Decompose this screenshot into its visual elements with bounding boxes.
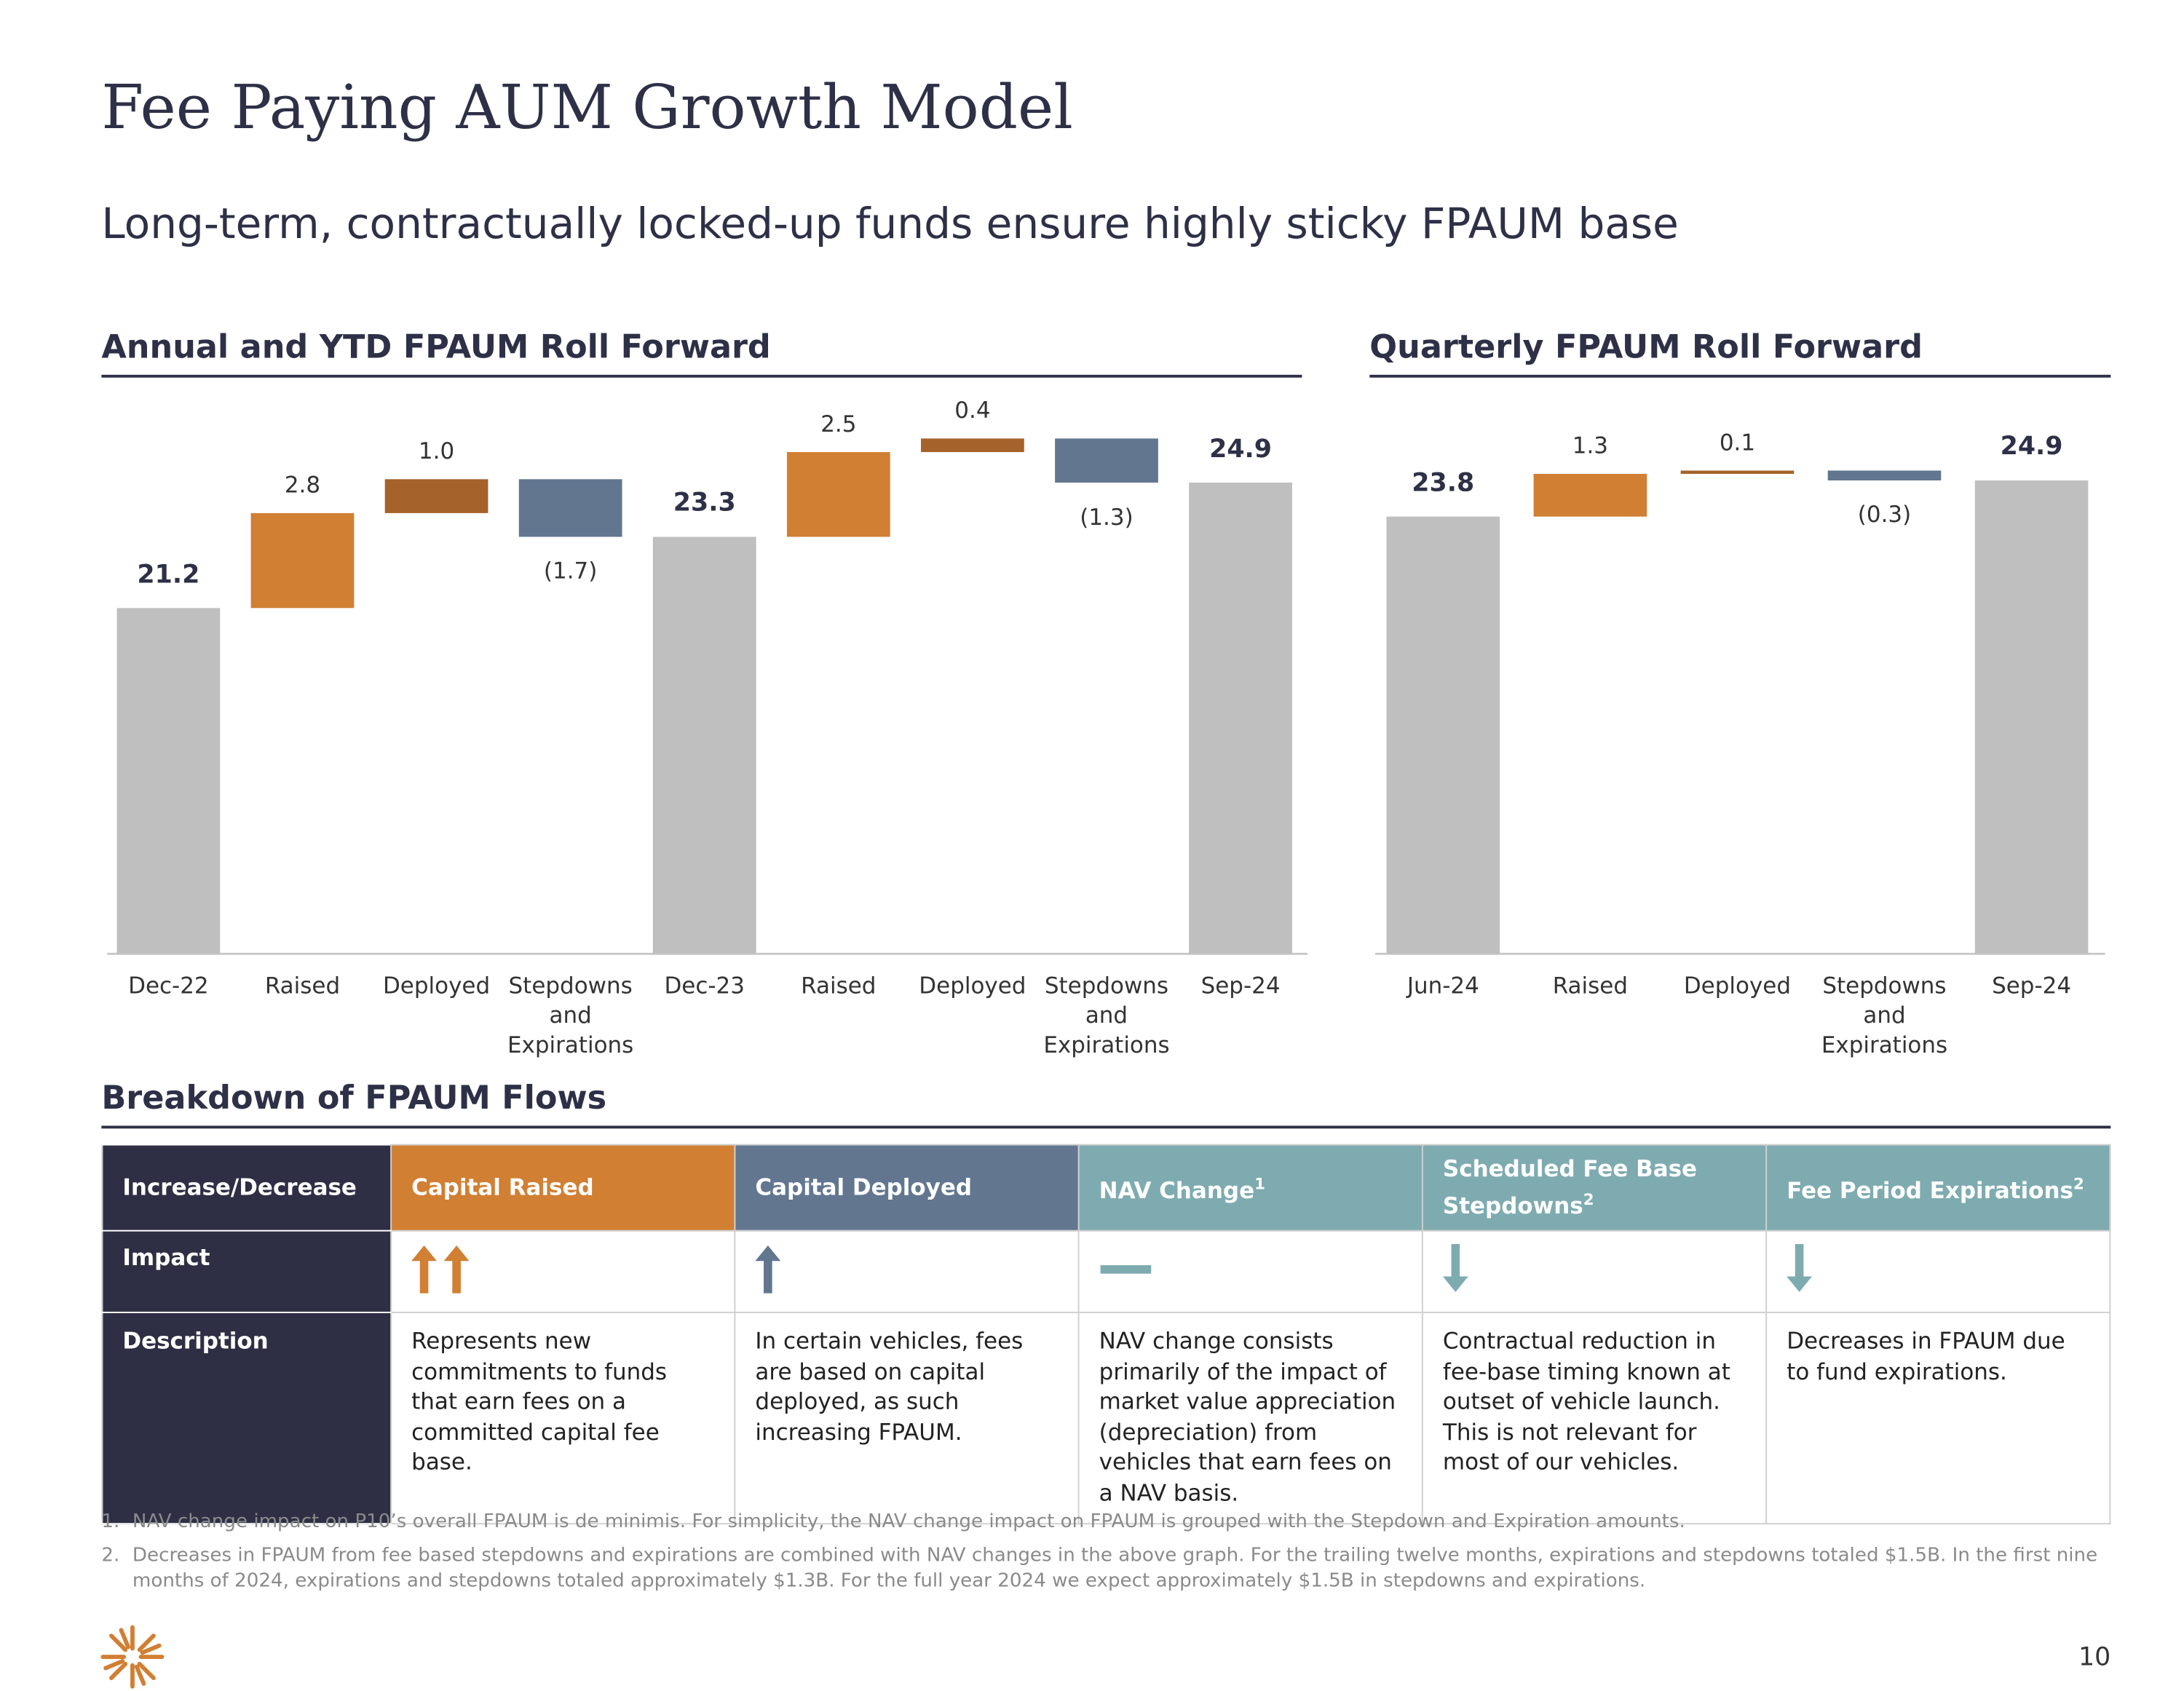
x-tick-label: Raised	[1552, 972, 1628, 999]
slide-subtitle: Long-term, contractually locked-up funds…	[101, 199, 1679, 250]
value-label: 21.2	[137, 559, 200, 590]
impact-icon	[1100, 1264, 1152, 1273]
column-header: Scheduled Fee Base Stepdowns2	[1421, 1144, 1768, 1232]
row-header: Description	[101, 1311, 392, 1525]
impact-cell	[1765, 1229, 2111, 1313]
chart-title: Quarterly FPAUM Roll Forward	[1369, 330, 2111, 378]
x-tick-label: Stepdowns and Expirations	[1043, 972, 1170, 1058]
value-label: 23.3	[673, 488, 736, 518]
bar	[116, 608, 221, 954]
bar	[1386, 516, 1500, 954]
impact-icon	[411, 1244, 470, 1293]
header-text: Fee Period Expirations	[1787, 1176, 2073, 1204]
x-tick-label: Jun-24	[1406, 972, 1479, 999]
impact-icon	[755, 1244, 781, 1293]
header-text: Capital Deployed	[755, 1173, 973, 1201]
footnote-text: Decreases in FPAUM from fee based stepdo…	[132, 1544, 2098, 1593]
footnote: 1. NAV change impact on P10’s overall FPA…	[101, 1509, 2102, 1534]
bar	[1055, 438, 1158, 483]
footnote-mark: 1	[1254, 1174, 1265, 1194]
header-text: Scheduled Fee Base Stepdowns	[1442, 1155, 1698, 1219]
value-label: (1.3)	[1080, 503, 1133, 530]
breakdown-table: Increase/Decrease Capital Raised Capital D…	[101, 1144, 2111, 1525]
column-header: NAV Change1	[1077, 1144, 1423, 1232]
logo	[100, 1625, 165, 1689]
bar	[652, 536, 756, 954]
impact-cell	[390, 1229, 736, 1313]
row-header: Increase/Decrease	[101, 1144, 392, 1232]
bar	[250, 512, 355, 609]
x-tick-label: Dec-22	[128, 972, 209, 999]
description: Represents new commitments to funds that…	[390, 1311, 736, 1525]
bar	[518, 479, 622, 537]
footnote-number: 1.	[101, 1510, 120, 1533]
bar	[384, 479, 488, 513]
footnote-number: 2.	[101, 1544, 120, 1567]
value-label: 2.8	[284, 471, 321, 499]
value-label: (0.3)	[1857, 501, 1912, 528]
column-header: Fee Period Expirations2	[1765, 1144, 2111, 1232]
x-tick-label: Raised	[801, 972, 877, 999]
impact-cell	[1077, 1229, 1423, 1313]
value-label: 24.9	[2000, 432, 2063, 462]
bar	[921, 438, 1024, 453]
x-tick-label: Sep-24	[1992, 972, 2072, 999]
value-label: 23.8	[1412, 467, 1475, 498]
impact-icon	[1787, 1243, 1813, 1291]
header-text: Capital Raised	[411, 1173, 594, 1201]
x-tick-label: Deployed	[1683, 972, 1791, 999]
footnote-mark: 2	[2073, 1174, 2084, 1194]
bar	[1680, 470, 1795, 474]
impact-cell	[734, 1229, 1080, 1313]
header-text: NAV Change	[1099, 1176, 1255, 1204]
bar	[786, 452, 890, 537]
row-header: Impact	[101, 1229, 392, 1313]
value-label: 0.4	[954, 397, 991, 424]
value-label: 24.9	[1209, 434, 1273, 464]
x-tick-label: Deployed	[919, 972, 1026, 999]
footnote: 2. Decreases in FPAUM from fee based step…	[101, 1543, 2102, 1593]
chart-title: Annual and YTD FPAUM Roll Forward	[101, 330, 1302, 378]
impact-cell	[1421, 1229, 1768, 1313]
value-label: 0.1	[1719, 429, 1756, 456]
page-number: 10	[2078, 1642, 2111, 1673]
value-label: 1.3	[1572, 432, 1609, 459]
x-tick-label: Stepdowns and Expirations	[507, 972, 634, 1058]
description: Contractual reduction in fee-base timing…	[1421, 1311, 1768, 1525]
bar	[1827, 470, 1942, 480]
value-label: (1.7)	[543, 557, 598, 585]
column-header: Capital Raised	[390, 1144, 736, 1232]
x-tick-label: Sep-24	[1200, 972, 1281, 999]
bar	[1974, 480, 2089, 954]
impact-icon	[1442, 1243, 1468, 1291]
x-tick-label: Deployed	[382, 972, 491, 999]
section-title: Breakdown of FPAUM Flows	[101, 1081, 2111, 1129]
slide-title: Fee Paying AUM Growth Model	[101, 73, 1073, 144]
x-tick-label: Raised	[264, 972, 341, 999]
value-label: 2.5	[820, 410, 857, 437]
footnote-text: NAV change impact on P10’s overall FPAUM…	[132, 1510, 1685, 1533]
x-tick-label: Stepdowns and Expirations	[1821, 972, 1948, 1058]
description: In certain vehicles, fees are based on c…	[734, 1311, 1080, 1525]
footnotes: 1. NAV change impact on P10’s overall FPA…	[101, 1509, 2102, 1602]
bar	[1533, 473, 1647, 517]
value-label: 1.0	[418, 437, 455, 464]
bar	[1189, 482, 1292, 954]
column-header: Capital Deployed	[734, 1144, 1080, 1232]
footnote-mark: 2	[1583, 1190, 1594, 1209]
description: NAV change consists primarily of the imp…	[1077, 1311, 1423, 1525]
x-tick-label: Dec-23	[664, 972, 745, 999]
description: Decreases in FPAUM due to fund expiratio…	[1765, 1311, 2111, 1525]
